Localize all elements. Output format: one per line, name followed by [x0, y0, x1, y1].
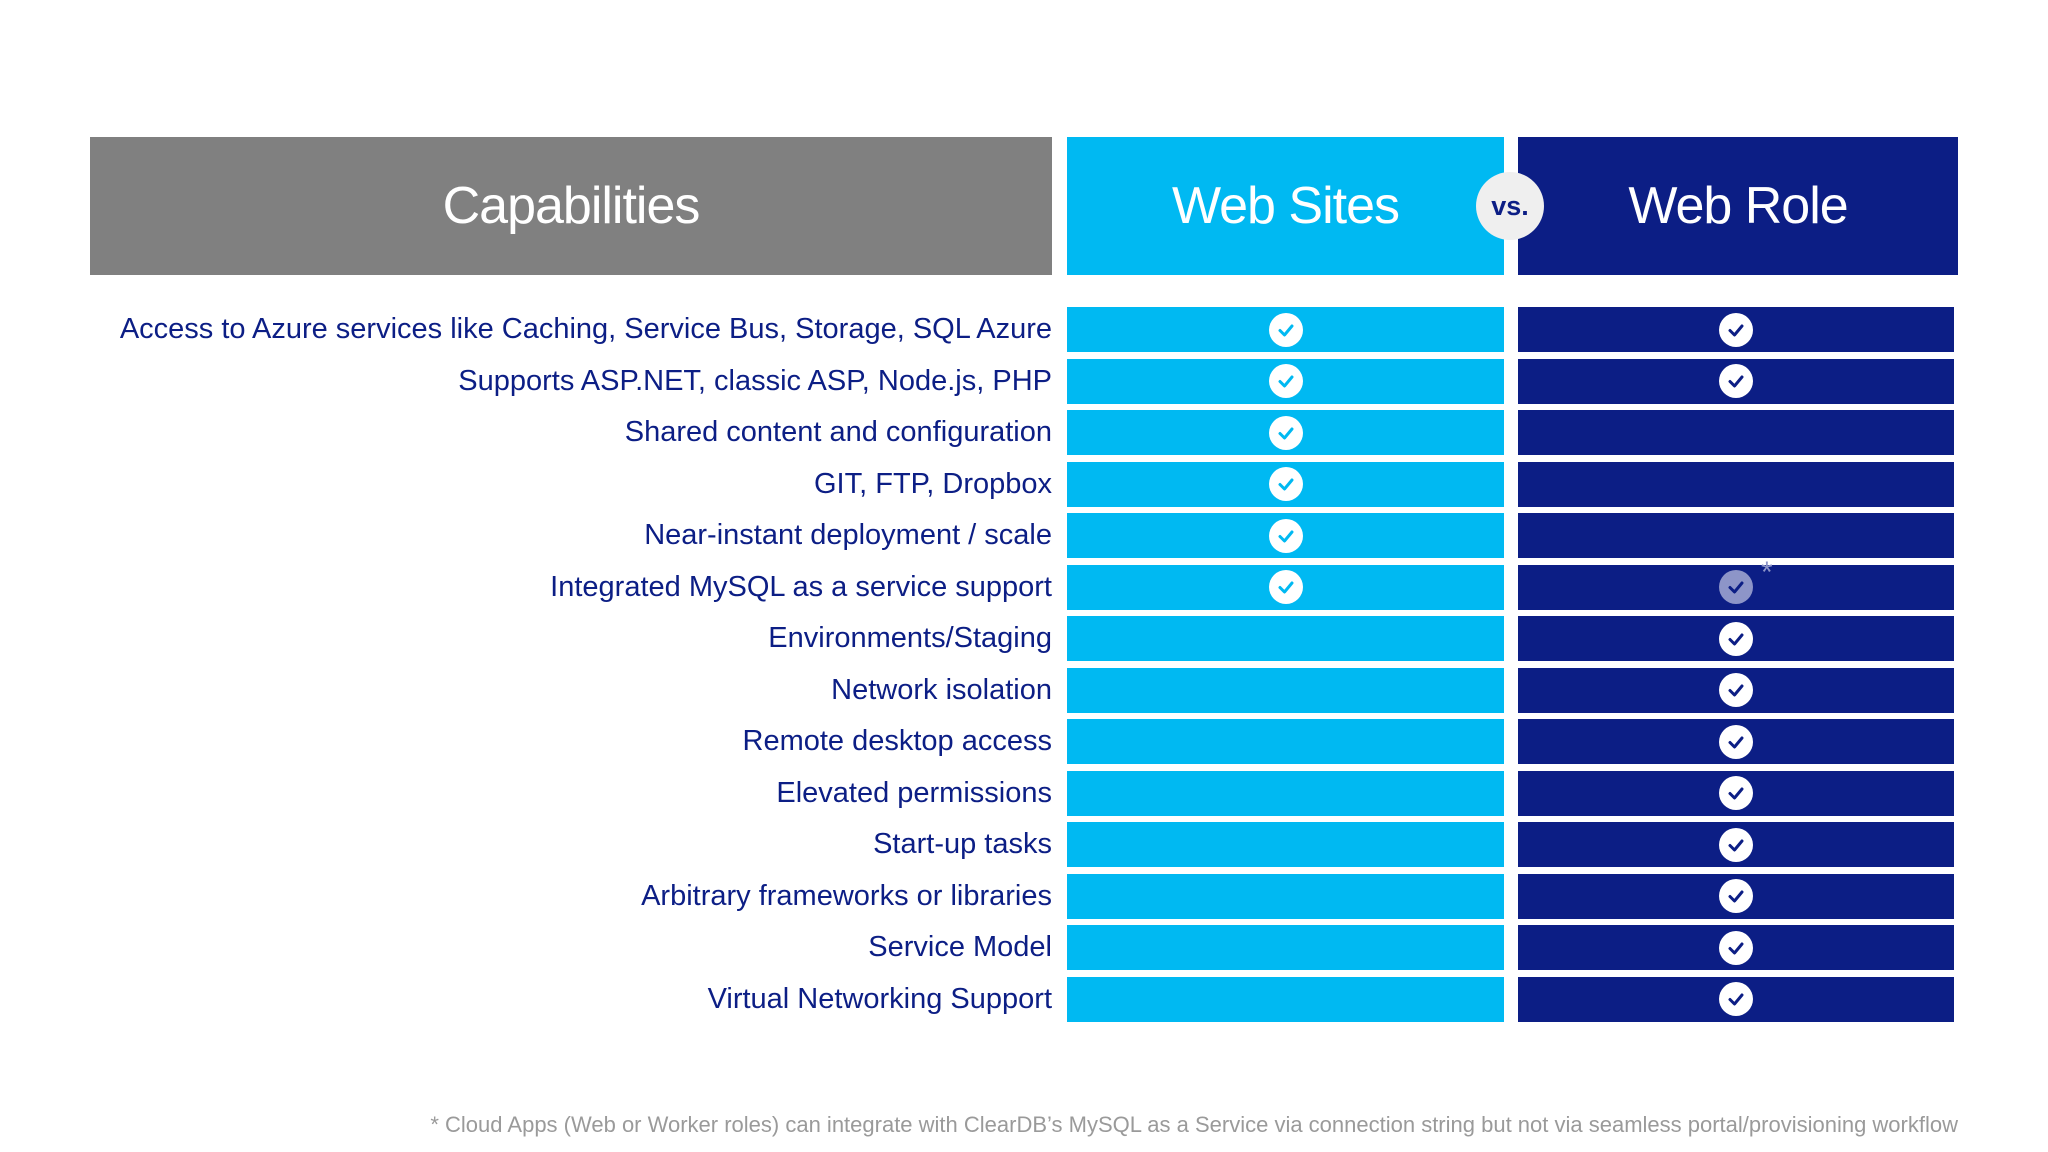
table-row: Integrated MySQL as a service support *: [0, 558, 2048, 617]
table-row: Service Model: [0, 925, 2048, 977]
web-role-cell: [1518, 719, 1954, 764]
web-role-cell: [1518, 616, 1954, 661]
web-sites-cell: [1067, 719, 1504, 764]
check-icon: [1719, 621, 1753, 656]
web-sites-cell: [1067, 358, 1504, 404]
web-sites-header: Web Sites: [1067, 137, 1504, 275]
comparison-rows: Access to Azure services like Caching, S…: [0, 307, 2048, 1028]
table-row: GIT, FTP, Dropbox: [0, 461, 2048, 514]
table-row: Arbitrary frameworks or libraries: [0, 873, 2048, 926]
web-sites-cell: [1067, 616, 1504, 661]
table-row: Virtual Networking Support: [0, 976, 2048, 1029]
check-icon: [1268, 364, 1303, 398]
capability-label: Near-instant deployment / scale: [644, 519, 1052, 551]
web-role-header: Web Role: [1518, 137, 1958, 275]
web-role-cell: [1518, 822, 1954, 867]
web-role-cell: [1518, 461, 1954, 507]
capability-label: Service Model: [868, 931, 1052, 963]
table-row: Near-instant deployment / scale: [0, 513, 2048, 565]
check-icon: [1719, 879, 1753, 913]
table-row: Supports ASP.NET, classic ASP, Node.js, …: [0, 358, 2048, 411]
web-role-cell: [1518, 873, 1954, 919]
web-sites-cell: [1067, 873, 1504, 919]
table-row: Elevated permissions: [0, 770, 2048, 823]
check-icon: [1719, 982, 1753, 1016]
capability-label: Environments/Staging: [768, 622, 1052, 654]
web-role-cell: [1518, 307, 1954, 352]
web-sites-cell: [1067, 822, 1504, 867]
footnote: * Cloud Apps (Web or Worker roles) can i…: [430, 1112, 1958, 1137]
capability-label: Supports ASP.NET, classic ASP, Node.js, …: [458, 364, 1052, 397]
web-sites-cell: [1067, 307, 1504, 352]
check-icon: *: [1719, 558, 1773, 604]
capability-label: Integrated MySQL as a service support: [550, 570, 1052, 603]
footnote-marker: *: [1761, 556, 1773, 589]
web-sites-cell: [1067, 564, 1504, 610]
web-sites-cell: [1067, 976, 1504, 1022]
capability-label: Access to Azure services like Caching, S…: [119, 313, 1052, 345]
web-role-cell: [1518, 770, 1954, 816]
capabilities-header: Capabilities: [90, 137, 1052, 275]
check-icon: [1268, 570, 1303, 604]
web-role-cell: [1518, 358, 1954, 404]
web-role-cell: *: [1518, 558, 1954, 610]
check-icon: [1268, 467, 1303, 501]
table-row: Network isolation: [0, 667, 2048, 720]
check-icon: [1268, 518, 1303, 553]
web-sites-cell: [1067, 461, 1504, 507]
check-icon: [1719, 827, 1753, 862]
web-sites-cell: [1067, 513, 1504, 558]
capability-label: Network isolation: [831, 673, 1052, 706]
web-role-cell: [1518, 410, 1954, 455]
check-icon: [1719, 724, 1753, 759]
check-icon: [1719, 673, 1753, 707]
web-sites-cell: [1067, 770, 1504, 816]
capability-label: Start-up tasks: [873, 828, 1052, 860]
web-role-cell: [1518, 976, 1954, 1022]
web-role-cell: [1518, 667, 1954, 713]
vs-badge: vs.: [1476, 172, 1544, 240]
web-sites-cell: [1067, 410, 1504, 455]
web-sites-cell: [1067, 667, 1504, 713]
check-icon: [1268, 415, 1303, 450]
capability-label: Virtual Networking Support: [707, 982, 1052, 1015]
capability-label: Elevated permissions: [776, 776, 1052, 809]
table-row: Environments/Staging: [0, 616, 2048, 668]
web-sites-cell: [1067, 925, 1504, 970]
table-row: Access to Azure services like Caching, S…: [0, 307, 2048, 359]
check-icon: [1268, 312, 1303, 347]
check-icon: [1719, 776, 1753, 810]
check-icon: [1719, 312, 1753, 347]
table-row: Remote desktop access: [0, 719, 2048, 771]
web-role-cell: [1518, 513, 1954, 558]
capability-label: GIT, FTP, Dropbox: [814, 467, 1052, 500]
capability-label: Remote desktop access: [742, 725, 1052, 757]
table-row: Start-up tasks: [0, 822, 2048, 874]
check-icon: [1719, 364, 1753, 398]
web-role-cell: [1518, 925, 1954, 970]
capability-label: Shared content and configuration: [624, 416, 1052, 448]
capability-label: Arbitrary frameworks or libraries: [641, 879, 1052, 912]
check-icon: [1719, 930, 1753, 965]
table-row: Shared content and configuration: [0, 410, 2048, 462]
